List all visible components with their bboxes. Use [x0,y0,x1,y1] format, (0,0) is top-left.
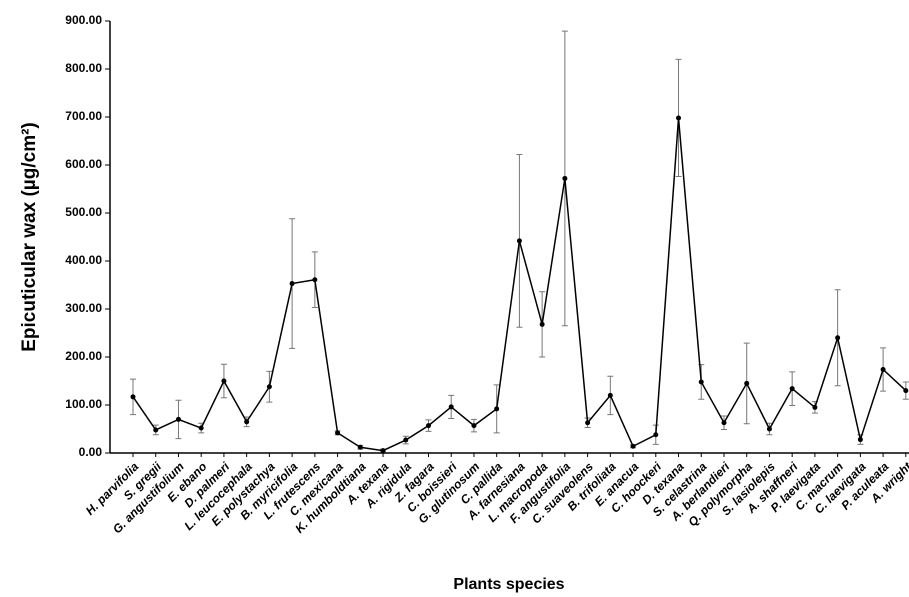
point [266,384,272,390]
point [835,335,841,341]
y-axis-title: Epicuticular wax (µg/cm²) [19,122,40,352]
point [766,426,772,432]
point [698,379,704,385]
y-tick-label: 600.00 [65,157,102,171]
point [244,419,250,425]
point [539,321,545,327]
point [380,448,386,454]
point [789,386,795,392]
point [335,430,341,436]
point [516,238,522,244]
y-tick-label: 800.00 [65,61,102,75]
y-tick-label: 700.00 [65,109,102,123]
point [221,378,227,384]
point [880,366,886,372]
point [653,432,659,438]
point [130,394,136,400]
point [471,423,477,429]
y-tick-label: 100.00 [65,397,102,411]
point [812,404,818,410]
point [357,444,363,450]
point [903,388,909,394]
point [494,406,500,412]
point [448,404,454,410]
point [198,425,204,431]
x-axis-title: Plants species [453,576,564,593]
point [721,420,727,426]
y-tick-label: 400.00 [65,253,102,267]
point [857,437,863,443]
point [676,115,682,121]
point [585,420,591,426]
point [607,392,613,398]
point [425,423,431,429]
point [630,443,636,449]
point [175,416,181,422]
y-tick-label: 200.00 [65,349,102,363]
point [562,175,568,181]
point [744,380,750,386]
point [312,277,318,283]
y-tick-label: 0.00 [79,445,103,459]
y-tick-label: 300.00 [65,301,102,315]
y-tick-label: 500.00 [65,205,102,219]
point [289,281,295,287]
point [403,437,409,443]
point [153,427,159,433]
y-tick-label: 900.00 [65,13,102,27]
